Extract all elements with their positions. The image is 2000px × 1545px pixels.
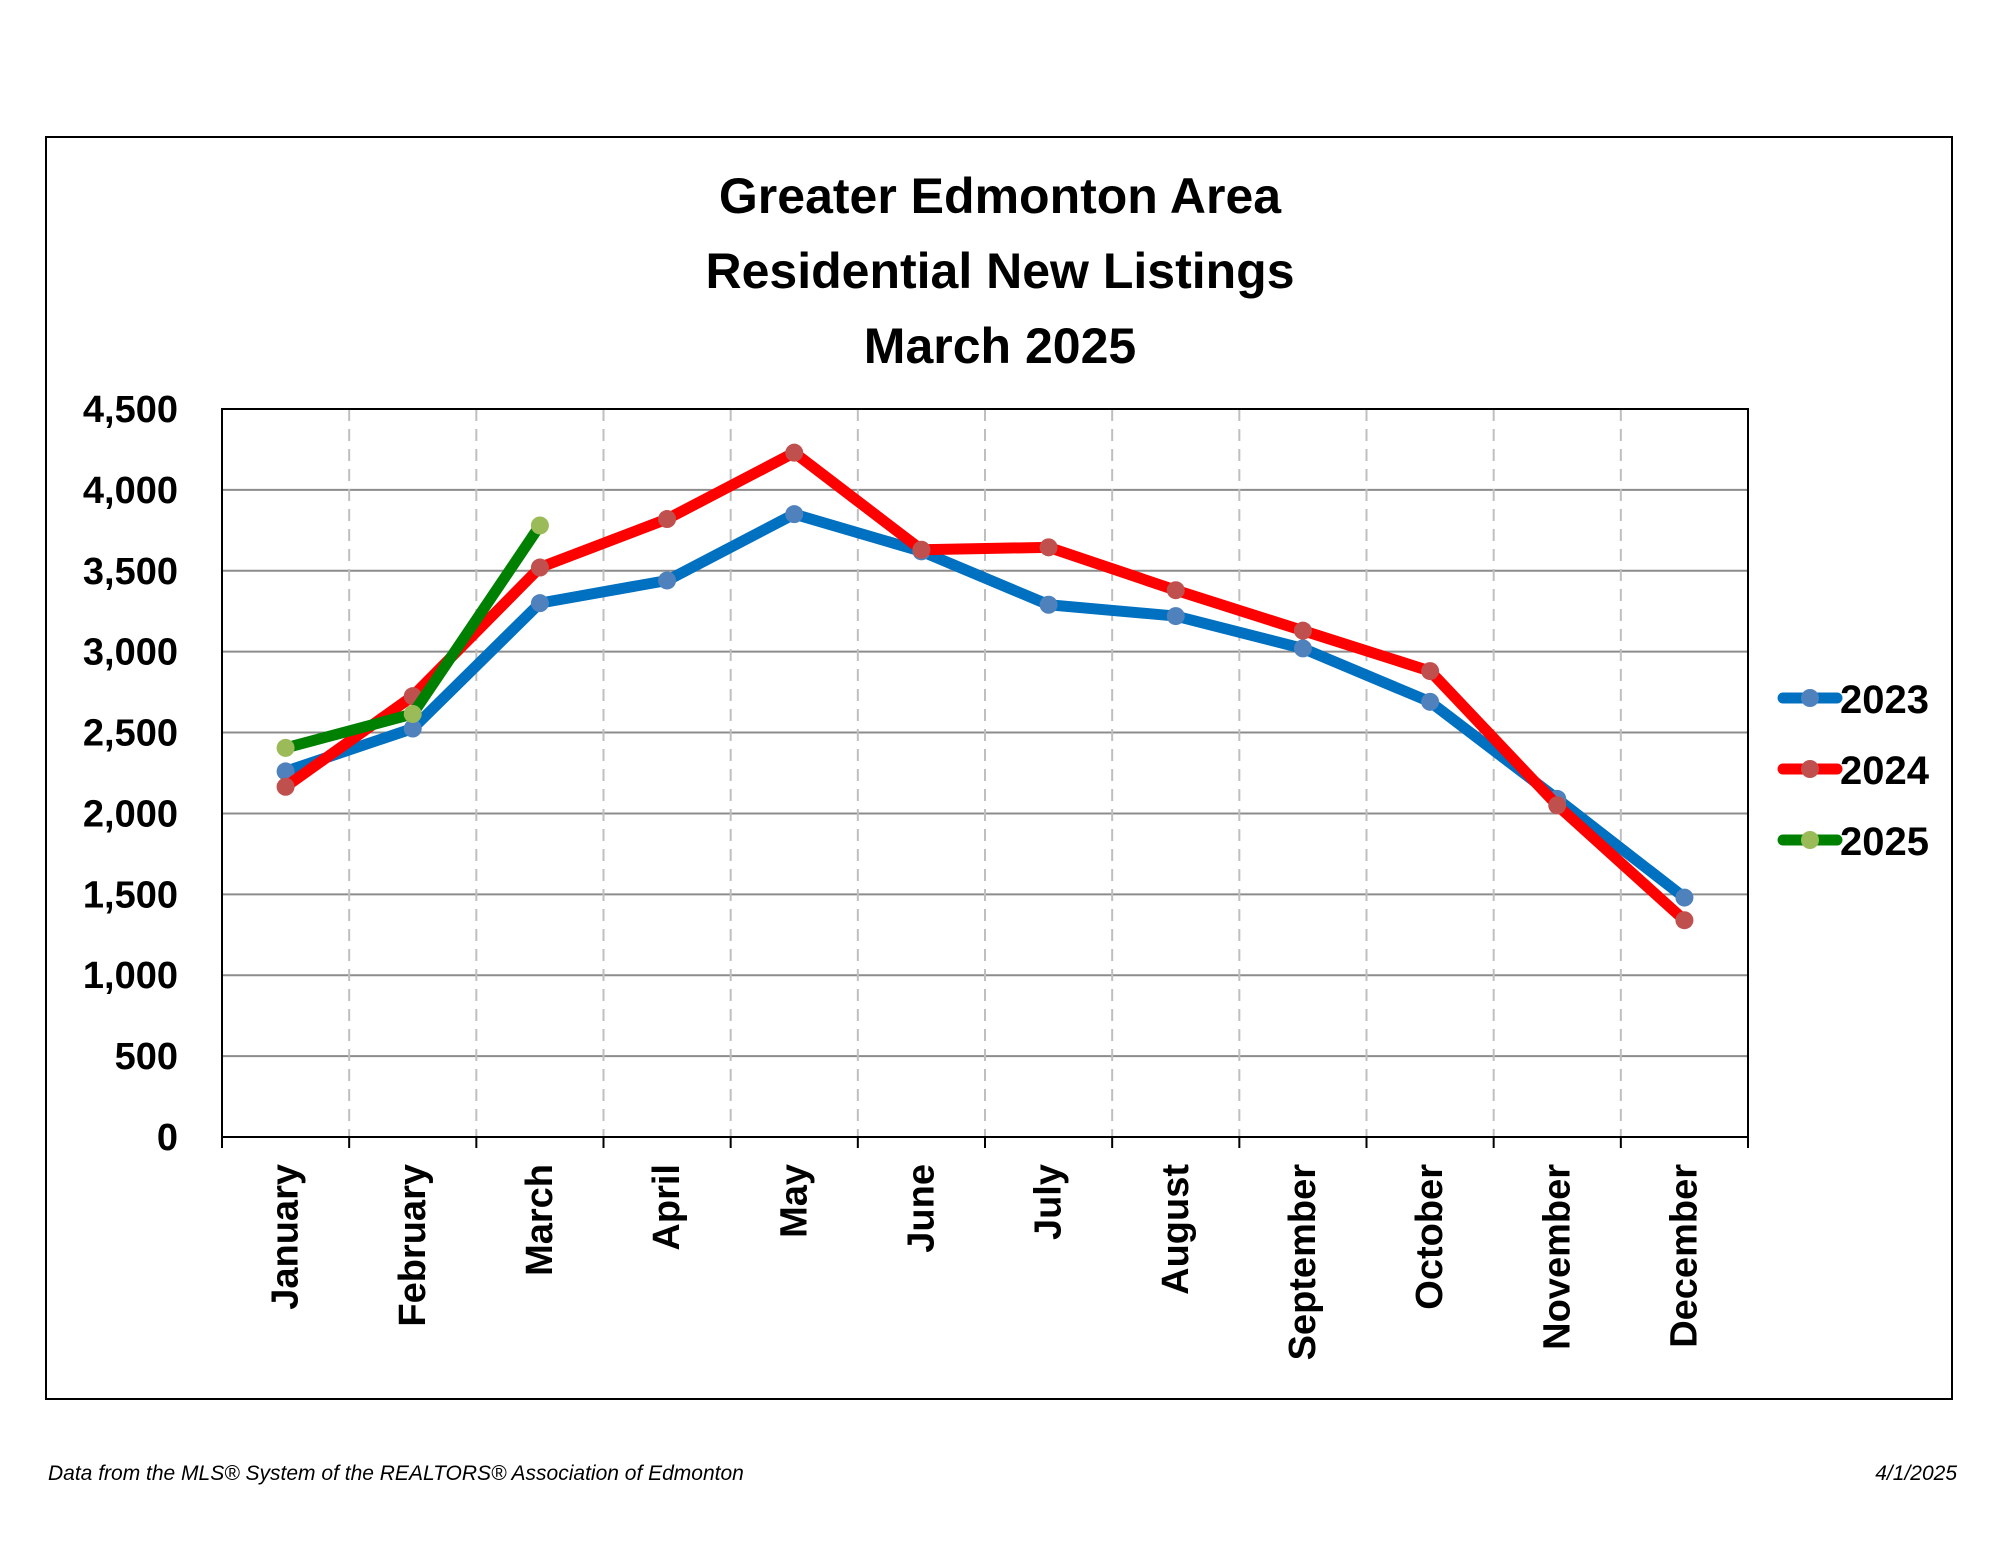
chart-frame xyxy=(45,136,1953,1400)
data-point-2025 xyxy=(530,516,549,535)
data-point-2024 xyxy=(1166,581,1185,600)
data-point-2024 xyxy=(1548,796,1567,815)
data-point-2023 xyxy=(403,719,422,738)
x-tick-label: September xyxy=(1282,1164,1324,1361)
data-point-2023 xyxy=(1675,888,1694,907)
footer-date: 4/1/2025 xyxy=(1875,1462,1957,1485)
data-point-2024 xyxy=(912,540,931,559)
data-point-2024 xyxy=(1293,621,1312,640)
data-point-2023 xyxy=(1166,607,1185,626)
y-tick-label: 3,000 xyxy=(83,632,178,674)
data-point-2023 xyxy=(658,571,677,590)
data-point-2024 xyxy=(530,558,549,577)
x-tick-label: May xyxy=(773,1164,815,1238)
data-point-2023 xyxy=(1293,639,1312,658)
data-point-2025 xyxy=(403,704,422,723)
legend-label-2023: 2023 xyxy=(1840,678,1929,722)
data-point-2024 xyxy=(785,443,804,462)
series-line-2023 xyxy=(280,508,1690,904)
data-point-2025 xyxy=(276,738,295,757)
y-tick-label: 1,000 xyxy=(83,955,178,997)
legend-marker-2024 xyxy=(1801,760,1819,778)
legend: 2023 2024 2025 xyxy=(1777,678,1930,864)
data-point-2024 xyxy=(1421,662,1440,681)
x-tick-label: January xyxy=(265,1164,307,1310)
y-tick-label: 2,500 xyxy=(83,713,178,755)
y-tick-label: 2,000 xyxy=(83,793,178,835)
data-point-2023 xyxy=(276,762,295,781)
data-point-2023 xyxy=(530,594,549,613)
data-point-2023 xyxy=(1421,692,1440,711)
axes: 0 500 1,000 1,500 2,000 2,500 3,000 3,500 4,000 4… xyxy=(83,389,1749,1361)
legend-label-2024: 2024 xyxy=(1840,749,1930,793)
y-tick-label: 4,500 xyxy=(83,389,178,431)
series-line-2024 xyxy=(280,447,1690,926)
x-tick-label: March xyxy=(519,1164,561,1276)
chart-title-line-2: Residential New Listings xyxy=(705,243,1294,299)
series-lines xyxy=(276,443,1694,930)
data-point-2023 xyxy=(785,505,804,524)
legend-marker-2025 xyxy=(1801,831,1819,849)
x-tick-label: August xyxy=(1155,1164,1197,1295)
data-point-2023 xyxy=(1039,595,1058,614)
x-tick-label: June xyxy=(900,1164,942,1253)
x-tick-label: July xyxy=(1028,1164,1070,1240)
chart-title-line-3: March 2025 xyxy=(864,318,1136,374)
y-tick-label: 0 xyxy=(157,1117,178,1159)
x-tick-label: November xyxy=(1536,1164,1578,1350)
x-tick-label: February xyxy=(392,1164,434,1327)
y-tick-label: 500 xyxy=(115,1036,178,1078)
data-point-2024 xyxy=(1675,911,1694,930)
y-tick-label: 3,500 xyxy=(83,551,178,593)
data-point-2024 xyxy=(1039,538,1058,557)
legend-label-2025: 2025 xyxy=(1840,820,1929,864)
footer-source: Data from the MLS® System of the REALTOR… xyxy=(48,1462,744,1485)
y-tick-label: 1,500 xyxy=(83,874,178,916)
x-tick-label: December xyxy=(1663,1164,1705,1348)
x-tick-label: April xyxy=(646,1164,688,1251)
x-tick-label: October xyxy=(1409,1164,1451,1310)
data-point-2024 xyxy=(658,510,677,529)
data-point-2024 xyxy=(276,777,295,796)
y-tick-label: 4,000 xyxy=(83,470,178,512)
chart-title-line-1: Greater Edmonton Area xyxy=(719,168,1282,224)
legend-marker-2023 xyxy=(1801,689,1819,707)
